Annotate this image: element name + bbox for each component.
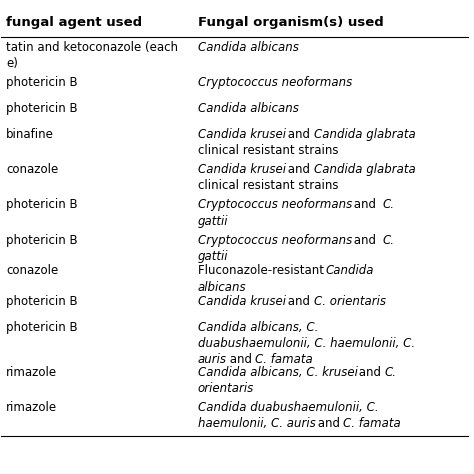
Text: photericin B: photericin B — [6, 102, 78, 115]
Text: photericin B: photericin B — [6, 321, 78, 334]
Text: and: and — [284, 128, 314, 141]
Text: and: and — [226, 353, 256, 366]
Text: rimazole: rimazole — [6, 401, 57, 414]
Text: Candida krusei: Candida krusei — [198, 128, 286, 141]
Text: Candida glabrata: Candida glabrata — [314, 128, 415, 141]
Text: photericin B: photericin B — [6, 76, 78, 89]
Text: Fungal organism(s) used: Fungal organism(s) used — [198, 16, 383, 28]
Text: conazole: conazole — [6, 264, 58, 277]
Text: Candida albicans: Candida albicans — [198, 40, 299, 54]
Text: conazole: conazole — [6, 163, 58, 176]
Text: Candida krusei: Candida krusei — [198, 163, 286, 176]
Text: clinical resistant strains: clinical resistant strains — [198, 144, 338, 157]
Text: C.: C. — [383, 234, 395, 246]
Text: and: and — [284, 295, 314, 308]
Text: tatin and ketoconazole (each: tatin and ketoconazole (each — [6, 40, 178, 54]
Text: clinical resistant strains: clinical resistant strains — [198, 179, 338, 192]
Text: Cryptococcus neoformans: Cryptococcus neoformans — [198, 76, 352, 89]
Text: albicans: albicans — [198, 281, 246, 293]
Text: duabushaemulonii, C. haemulonii, C.: duabushaemulonii, C. haemulonii, C. — [198, 337, 415, 350]
Text: Candida albicans: Candida albicans — [198, 102, 299, 115]
Text: Candida albicans, C. krusei: Candida albicans, C. krusei — [198, 365, 357, 379]
Text: photericin B: photericin B — [6, 295, 78, 308]
Text: C.: C. — [383, 198, 395, 211]
Text: fungal agent used: fungal agent used — [6, 16, 142, 28]
Text: Cryptococcus neoformans: Cryptococcus neoformans — [198, 198, 352, 211]
Text: Candida: Candida — [326, 264, 374, 277]
Text: and: and — [350, 198, 383, 211]
Text: Candida glabrata: Candida glabrata — [314, 163, 415, 176]
Text: Cryptococcus neoformans: Cryptococcus neoformans — [198, 234, 352, 246]
Text: C. orientaris: C. orientaris — [314, 295, 386, 308]
Text: and: and — [355, 365, 385, 379]
Text: gattii: gattii — [198, 215, 228, 228]
Text: rimazole: rimazole — [6, 365, 57, 379]
Text: Candida albicans, C.: Candida albicans, C. — [198, 321, 318, 334]
Text: Candida duabushaemulonii, C.: Candida duabushaemulonii, C. — [198, 401, 378, 414]
Text: C.: C. — [384, 365, 396, 379]
Text: e): e) — [6, 57, 18, 70]
Text: binafine: binafine — [6, 128, 54, 141]
Text: photericin B: photericin B — [6, 234, 78, 246]
Text: Candida krusei: Candida krusei — [198, 295, 286, 308]
Text: and: and — [314, 417, 343, 430]
Text: orientaris: orientaris — [198, 382, 254, 395]
Text: photericin B: photericin B — [6, 198, 78, 211]
Text: Fluconazole-resistant: Fluconazole-resistant — [198, 264, 328, 277]
Text: auris: auris — [198, 353, 227, 366]
Text: C. famata: C. famata — [255, 353, 313, 366]
Text: haemulonii, C. auris: haemulonii, C. auris — [198, 417, 315, 430]
Text: and: and — [350, 234, 383, 246]
Text: gattii: gattii — [198, 250, 228, 263]
Text: C. famata: C. famata — [343, 417, 401, 430]
Text: and: and — [284, 163, 314, 176]
